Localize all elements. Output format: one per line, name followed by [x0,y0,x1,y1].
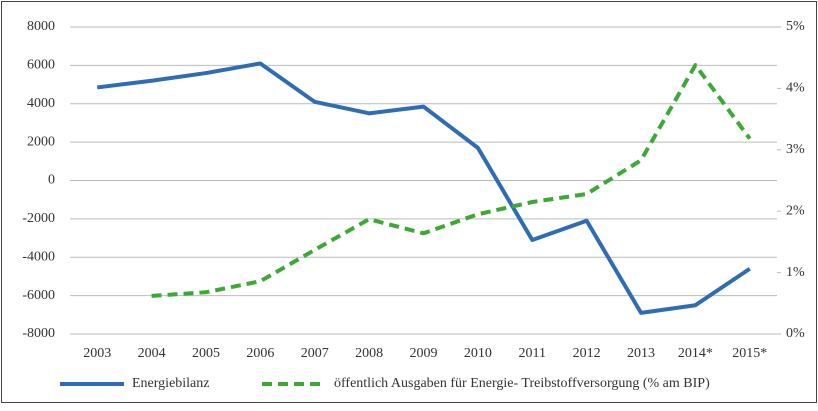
y-tick-label: -2000 [22,211,55,226]
y-tick-label: 0 [48,173,55,188]
legend-label: Energiebilanz [132,376,210,391]
x-tick-label: 2010 [464,346,492,361]
x-tick-label: 2005 [192,346,220,361]
y-tick-label: -8000 [22,326,55,341]
y2-tick-label: 5% [786,19,805,34]
y2-tick-label: 1% [786,265,805,280]
y-tick-label: -6000 [22,288,55,303]
y2-tick-label: 4% [786,81,805,96]
x-tick-label: 2014* [678,346,713,361]
series-line [96,61,751,315]
y2-tick-label: 2% [786,203,805,218]
legend-label: öffentlich Ausgaben für Energie- Treibst… [334,376,710,391]
x-tick-label: 2015* [732,346,767,361]
x-tick-label: 2009 [410,346,438,361]
x-tick-label: 2013 [627,346,655,361]
y2-tick-label: 3% [786,142,805,157]
x-tick-label: 2012 [573,346,601,361]
x-tick-label: 2003 [83,346,111,361]
y-tick-label: 2000 [27,134,55,149]
chart-frame [1,1,817,403]
y-tick-label: -4000 [22,249,55,264]
x-tick-label: 2006 [246,346,274,361]
x-tick-label: 2007 [301,346,329,361]
x-tick-label: 2008 [355,346,383,361]
series-line [151,63,752,298]
x-tick-label: 2004 [138,346,166,361]
y2-tick-label: 0% [786,326,805,341]
y-tick-label: 6000 [27,58,55,73]
y-tick-label: 8000 [27,19,55,34]
y-tick-label: 4000 [27,96,55,111]
x-tick-label: 2011 [519,346,546,361]
